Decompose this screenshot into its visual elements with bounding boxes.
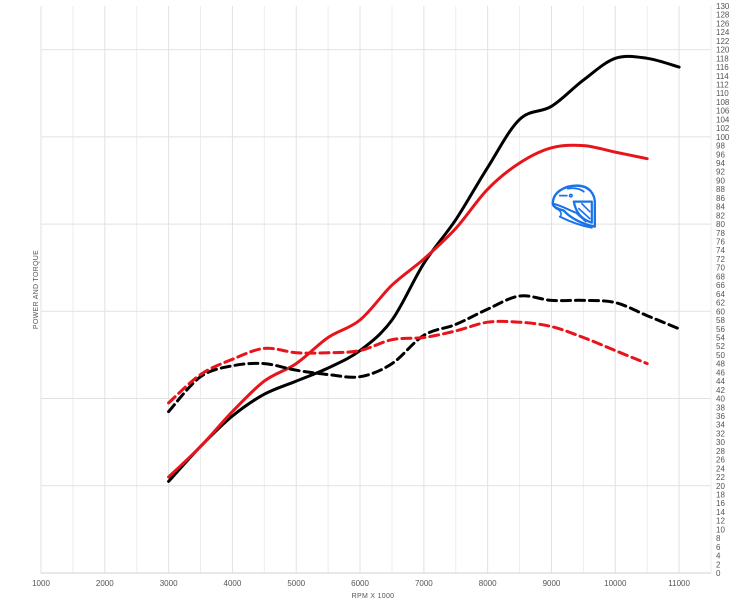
y-axis-ticks: 0246810121416182022242628303234363840424…: [716, 2, 730, 578]
y-tick-label: 124: [716, 28, 730, 37]
y-tick-label: 56: [716, 325, 725, 334]
y-tick-label: 14: [716, 508, 725, 517]
grid: [40, 6, 712, 574]
y-tick-label: 6: [716, 543, 721, 552]
x-axis-label: RPM X 1000: [352, 593, 395, 600]
y-tick-label: 28: [716, 447, 725, 456]
y-tick-label: 112: [716, 81, 729, 90]
x-tick-label: 1000: [32, 579, 50, 588]
x-tick-label: 2000: [96, 579, 114, 588]
y-tick-label: 38: [716, 403, 725, 412]
y-tick-label: 94: [716, 159, 725, 168]
series-line-4-dashed: [167, 319, 649, 405]
x-tick-label: 8000: [479, 579, 497, 588]
y-tick-label: 4: [716, 552, 721, 561]
y-tick-label: 54: [716, 333, 725, 342]
y-tick-label: 26: [716, 456, 725, 465]
helmet-icon: [551, 184, 597, 229]
y-tick-label: 68: [716, 272, 725, 281]
y-tick-label: 80: [716, 220, 725, 229]
y-tick-label: 118: [716, 54, 729, 63]
y-tick-label: 86: [716, 194, 725, 203]
y-tick-label: 16: [716, 499, 725, 508]
y-tick-label: 130: [716, 2, 730, 11]
y-tick-label: 108: [716, 98, 730, 107]
y-axis-label: POWER AND TORQUE: [33, 250, 40, 329]
y-tick-label: 78: [716, 229, 725, 238]
x-tick-label: 7000: [415, 579, 433, 588]
x-tick-label: 9000: [543, 579, 561, 588]
y-tick-label: 122: [716, 37, 730, 46]
y-tick-label: 76: [716, 238, 725, 247]
y-tick-label: 90: [716, 176, 725, 185]
y-tick-label: 116: [716, 63, 729, 72]
series-group: [167, 54, 681, 483]
y-tick-label: 74: [716, 246, 725, 255]
y-tick-label: 102: [716, 124, 730, 133]
y-tick-label: 92: [716, 168, 725, 177]
y-tick-label: 30: [716, 438, 725, 447]
y-tick-label: 42: [716, 386, 725, 395]
y-tick-label: 24: [716, 464, 725, 473]
y-tick-label: 110: [716, 89, 729, 98]
x-tick-label: 11000: [668, 579, 690, 588]
y-tick-label: 18: [716, 490, 725, 499]
y-tick-label: 84: [716, 203, 725, 212]
y-tick-label: 50: [716, 351, 725, 360]
y-tick-label: 66: [716, 281, 725, 290]
series-line-2-solid: [167, 143, 649, 479]
y-tick-label: 96: [716, 150, 725, 159]
y-tick-label: 106: [716, 107, 730, 116]
y-tick-label: 100: [716, 133, 730, 142]
y-tick-label: 52: [716, 342, 725, 351]
y-tick-label: 20: [716, 482, 725, 491]
x-tick-label: 4000: [224, 579, 242, 588]
y-tick-label: 58: [716, 316, 725, 325]
y-tick-label: 120: [716, 46, 730, 55]
y-tick-label: 22: [716, 473, 725, 482]
y-tick-label: 60: [716, 307, 725, 316]
x-tick-label: 10000: [604, 579, 627, 588]
y-tick-label: 72: [716, 255, 725, 264]
series-line-3-dashed: [167, 294, 681, 414]
y-tick-label: 34: [716, 421, 725, 430]
series-line-1-solid: [167, 54, 681, 483]
y-tick-label: 128: [716, 11, 730, 20]
y-tick-label: 10: [716, 525, 725, 534]
x-tick-label: 3000: [160, 579, 178, 588]
y-tick-label: 12: [716, 517, 725, 526]
x-axis-ticks: 1000 2000 3000 4000 5000 6000 7000 8000 9000 1000…: [32, 579, 690, 588]
y-tick-label: 46: [716, 368, 725, 377]
y-tick-label: 40: [716, 395, 725, 404]
y-tick-label: 0: [716, 569, 721, 578]
y-tick-label: 8: [716, 534, 721, 543]
x-tick-label: 6000: [351, 579, 369, 588]
y-tick-label: 62: [716, 299, 725, 308]
x-tick-label: 5000: [287, 579, 305, 588]
y-tick-label: 98: [716, 142, 725, 151]
y-tick-label: 32: [716, 429, 725, 438]
y-tick-label: 104: [716, 115, 730, 124]
y-tick-label: 44: [716, 377, 725, 386]
y-tick-label: 64: [716, 290, 725, 299]
y-tick-label: 2: [716, 560, 721, 569]
y-tick-label: 36: [716, 412, 725, 421]
y-tick-label: 126: [716, 19, 730, 28]
y-tick-label: 88: [716, 185, 725, 194]
y-tick-label: 82: [716, 211, 725, 220]
y-tick-label: 70: [716, 264, 725, 273]
y-tick-label: 114: [716, 72, 729, 81]
y-tick-label: 48: [716, 360, 725, 369]
